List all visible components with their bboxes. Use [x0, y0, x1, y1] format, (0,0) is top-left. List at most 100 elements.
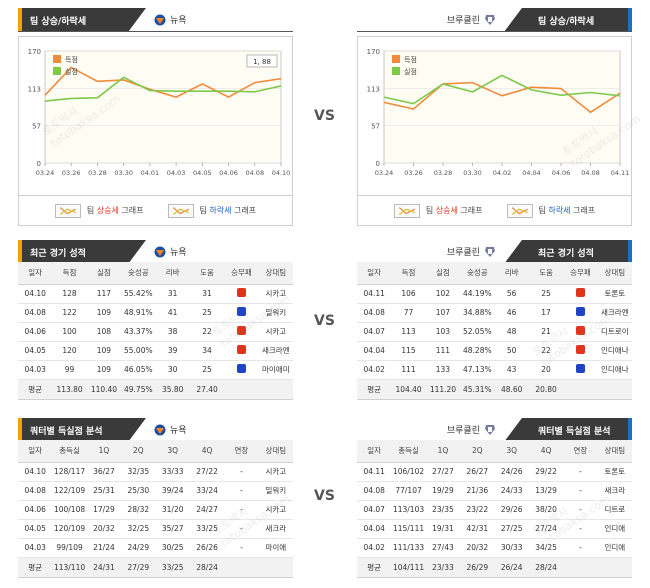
- table-cell: -: [224, 500, 259, 520]
- table-cell: 133: [425, 360, 461, 380]
- table-row: 04.11 106/102 27/27 26/27 24/26 29/22- 토론토: [357, 462, 632, 482]
- table-cell: 토론토: [597, 462, 632, 482]
- table-cell: [597, 557, 632, 578]
- y-tick-label: 170: [28, 48, 41, 56]
- section-title: 최근 경기 성적: [538, 248, 594, 259]
- column-header: 상대팀: [258, 440, 293, 463]
- loss-badge-icon: [236, 364, 246, 373]
- section-title: 쿼터별 득실점 분석: [538, 426, 611, 437]
- table-cell: -: [563, 538, 598, 558]
- quarter-table-left: 일자 총득실 1Q 2Q 3Q 4Q 연장 상대팀 04.10 128/117 36/27 32/35…: [18, 440, 293, 578]
- table-cell: 24/29: [121, 538, 156, 558]
- table-row: 04.10 128 117 55.42% 31 31 시카고: [18, 284, 293, 304]
- table-cell: 04.07: [357, 500, 392, 520]
- team-name-left: 뉴욕: [170, 16, 187, 26]
- tooltip-box: [246, 54, 278, 68]
- trend-chart-right-box: 0 57 113 170 03.24 03.26 03.28 03.30 04.02 04.04 0…: [357, 36, 632, 196]
- nets-logo-icon: [485, 424, 495, 435]
- team-name-right: 브루클린: [446, 426, 480, 436]
- column-header: 연장: [563, 440, 598, 463]
- table-cell: 109: [86, 303, 122, 323]
- x-tick-label: 04.03: [167, 169, 186, 177]
- table-cell: [224, 557, 259, 578]
- table-cell: 디트로이: [597, 322, 632, 342]
- rise-legend: 팀 상승세 그래프: [54, 203, 144, 218]
- table-row: 04.04 115 111 48.28% 50 22 인디애나: [357, 341, 632, 361]
- table-cell: 113/110: [52, 557, 87, 578]
- table-cell: 48.91%: [121, 303, 156, 323]
- table-cell: 35.80: [155, 379, 190, 400]
- table-cell: 108: [86, 322, 122, 342]
- table-cell: -: [224, 538, 259, 558]
- x-tick-label: 03.26: [62, 169, 81, 177]
- table-cell: 21/24: [86, 538, 122, 558]
- section-title: 최근 경기 성적: [30, 248, 86, 259]
- table-cell: 25: [189, 360, 225, 380]
- table-cell: 평균: [18, 557, 53, 578]
- average-row: 평균 113.80 110.40 49.75% 35.80 27.40: [18, 379, 293, 400]
- win-badge-icon: [236, 288, 246, 297]
- column-header: 2Q: [460, 440, 495, 463]
- table-cell: 35/27: [155, 519, 190, 539]
- legend-swatch: [392, 67, 400, 75]
- vs-label: VS: [314, 488, 335, 504]
- table-cell: 20: [528, 360, 564, 380]
- table-cell: 22: [189, 322, 225, 342]
- table-cell: [597, 379, 632, 400]
- table-cell: 시카고: [258, 284, 293, 304]
- x-tick-label: 04.02: [493, 169, 512, 177]
- column-header: 4Q: [528, 440, 564, 463]
- table-cell: 113.80: [52, 379, 87, 400]
- column-header: 도움: [189, 262, 225, 285]
- x-tick-label: 03.28: [434, 169, 453, 177]
- table-cell: -: [563, 462, 598, 482]
- quarter-header-right: 브루클린 쿼터별 득실점 분석: [357, 418, 632, 442]
- table-cell: 21: [528, 322, 564, 342]
- nets-logo-icon: [485, 246, 495, 257]
- table-cell: 24/27: [189, 500, 225, 520]
- table-row: 04.05 120 109 55.00% 39 34 새크라멘: [18, 341, 293, 361]
- section-title: 팀 상승/하락세: [538, 16, 595, 27]
- legend-label: 실점: [65, 67, 78, 76]
- win-badge-icon: [575, 326, 585, 335]
- column-header: 일자: [18, 440, 53, 463]
- loss-badge-icon: [575, 364, 585, 373]
- table-cell: 04.03: [18, 360, 53, 380]
- table-cell: -: [224, 481, 259, 501]
- table-row: 04.06 100/108 17/29 28/32 31/20 24/27- 시카고: [18, 500, 293, 520]
- fall-legend: 팀 하락세 그래프: [506, 203, 595, 218]
- column-header: 상대팀: [258, 262, 293, 285]
- result-badge-cell: [563, 341, 598, 361]
- table-cell: [258, 379, 293, 400]
- table-cell: 30/33: [494, 538, 529, 558]
- team-name-right: 브루클린: [446, 248, 480, 258]
- y-tick-label: 57: [32, 122, 41, 130]
- table-cell: 시카고: [258, 500, 293, 520]
- table-cell: 04.04: [357, 519, 392, 539]
- table-cell: 19/31: [425, 519, 461, 539]
- table-cell: 04.11: [357, 462, 392, 482]
- table-cell: 밀워키: [258, 481, 293, 501]
- table-cell: 26/27: [460, 462, 495, 482]
- table-cell: 인디애: [597, 538, 632, 558]
- y-tick-label: 170: [367, 48, 380, 56]
- nets-logo-icon: [485, 14, 495, 25]
- trend-header-left: 팀 상승/하락세 뉴욕: [18, 8, 293, 32]
- legend-label: 실점: [404, 67, 417, 76]
- table-cell: 43: [494, 360, 529, 380]
- table-cell: 32/25: [121, 519, 156, 539]
- loss-badge-icon: [236, 307, 246, 316]
- table-cell: 04.06: [18, 322, 53, 342]
- column-header: 일자: [18, 262, 53, 285]
- table-cell: 26/24: [494, 557, 529, 578]
- win-badge-icon: [236, 326, 246, 335]
- column-header: 1Q: [86, 440, 122, 463]
- table-cell: 33/25: [189, 519, 225, 539]
- table-cell: 25: [189, 303, 225, 323]
- table-cell: 48.60: [494, 379, 529, 400]
- table-cell: 23/33: [425, 557, 461, 578]
- table-cell: 28/32: [121, 500, 156, 520]
- table-row: 04.03 99/109 21/24 24/29 30/25 26/26- 마이애: [18, 538, 293, 558]
- table-row: 04.02 111 133 47.13% 43 20 인디애나: [357, 360, 632, 380]
- table-cell: -: [563, 519, 598, 539]
